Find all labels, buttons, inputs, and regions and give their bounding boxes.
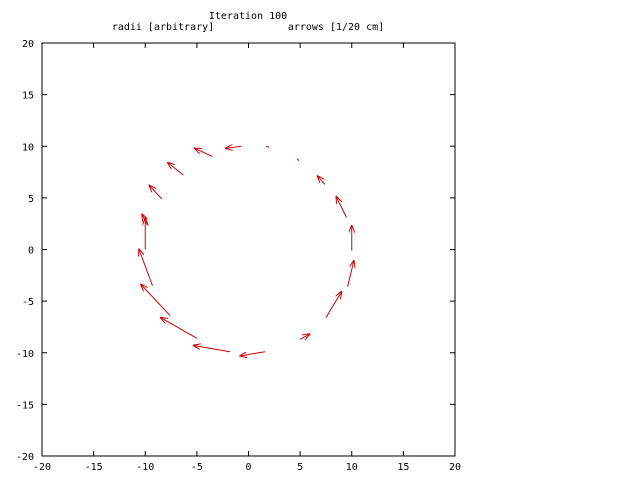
vector-arrow (318, 176, 326, 185)
chart-subtitle-radii: radii [arbitrary] (112, 22, 214, 33)
chart-title: Iteration 100 (209, 11, 287, 22)
vector-arrow (139, 250, 153, 286)
x-tick-label: 20 (449, 462, 461, 473)
vector-arrow (347, 261, 354, 287)
vector-arrow (226, 146, 242, 148)
y-tick-label: -5 (22, 297, 34, 308)
vector-arrow (149, 185, 163, 200)
y-tick-label: -10 (16, 349, 34, 360)
vector-arrow (296, 158, 300, 162)
x-tick-label: -15 (85, 462, 103, 473)
vector-arrow (142, 214, 147, 225)
y-tick-label: 5 (28, 194, 34, 205)
y-tick-label: -20 (16, 452, 34, 463)
x-tick-label: -10 (136, 462, 154, 473)
chart-subtitle-arrows: arrows [1/20 cm] (288, 22, 384, 33)
vector-arrow (195, 148, 213, 158)
vector-arrow (194, 346, 230, 353)
y-tick-label: 20 (22, 39, 34, 50)
y-tick-label: 0 (28, 246, 34, 257)
vector-arrow (299, 334, 309, 339)
axis-ticks: -20 -15 -10 -5 0 5 10 15 20 -20 -15 -10 -5 0 5 10 15 20 (16, 39, 461, 473)
vector-arrow (265, 145, 270, 148)
vector-arrow (325, 292, 341, 318)
arrow-series (139, 146, 354, 356)
vector-arrow (141, 285, 171, 316)
y-tick-label: 15 (22, 91, 34, 102)
x-tick-label: 5 (297, 462, 303, 473)
y-tick-label: 10 (22, 142, 34, 153)
x-tick-label: 10 (346, 462, 358, 473)
x-tick-label: -5 (191, 462, 203, 473)
x-tick-label: 15 (397, 462, 409, 473)
y-tick-label: -15 (16, 400, 34, 411)
x-tick-label: -20 (33, 462, 51, 473)
vector-arrow (240, 351, 266, 356)
vector-arrow (336, 197, 348, 218)
plot-frame (41, 42, 456, 457)
x-tick-label: 0 (245, 462, 251, 473)
vector-arrow (168, 163, 184, 176)
vector-arrow (161, 318, 198, 339)
